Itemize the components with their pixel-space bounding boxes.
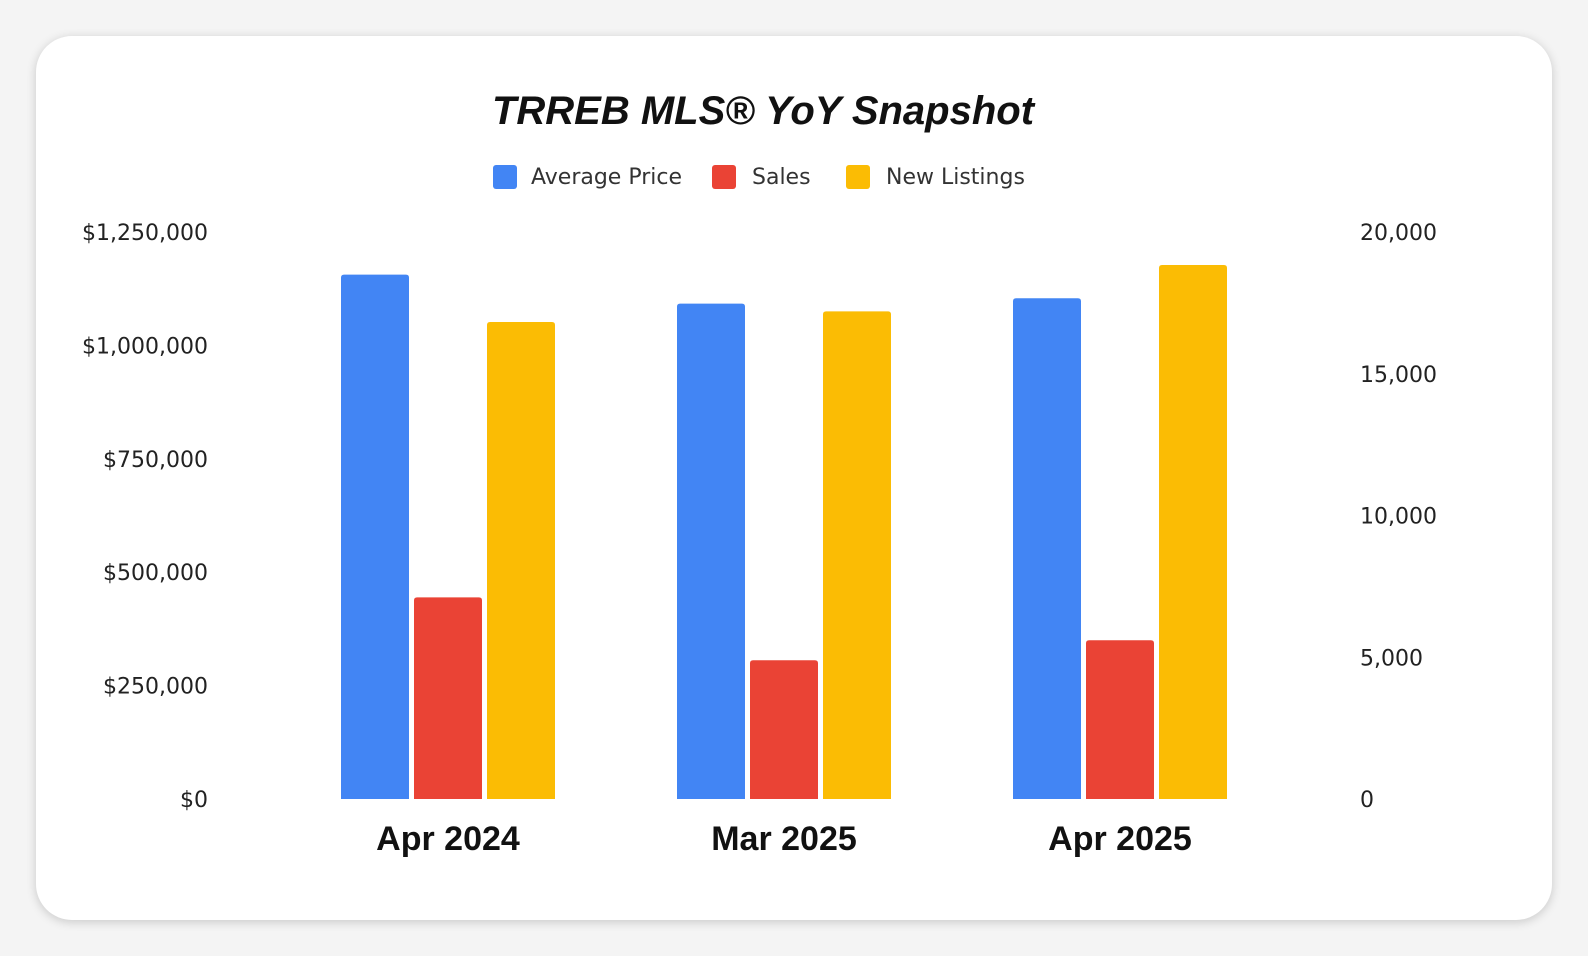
- bar-sales-mar-2025: [750, 660, 818, 799]
- legend-swatch-average-price: [493, 165, 517, 189]
- bar-sales-apr-2024: [414, 597, 482, 799]
- legend-swatch-sales: [712, 165, 736, 189]
- left-axis: $0 $250,000 $500,000 $750,000 $1,000,000 $1,2…: [82, 221, 208, 813]
- right-tick-label: 5,000: [1360, 646, 1423, 671]
- bar-average-price-apr-2024: [341, 274, 409, 799]
- category-label: Apr 2024: [376, 820, 520, 858]
- legend-swatch-new-listings: [846, 165, 870, 189]
- left-tick-label: $1,250,000: [82, 221, 208, 246]
- right-tick-label: 15,000: [1360, 363, 1437, 388]
- left-tick-label: $250,000: [103, 675, 208, 700]
- right-tick-label: 20,000: [1360, 221, 1437, 246]
- right-tick-label: 10,000: [1360, 505, 1437, 530]
- category-label: Apr 2025: [1048, 820, 1192, 858]
- chart-title: TRREB MLS® YoY Snapshot: [492, 89, 1036, 133]
- chart-card: TRREB MLS® YoY Snapshot Average Price Sa…: [36, 36, 1552, 920]
- chart-svg: TRREB MLS® YoY Snapshot Average Price Sa…: [82, 89, 1437, 858]
- left-tick-label: $1,000,000: [82, 334, 208, 359]
- legend-label-sales: Sales: [752, 165, 811, 190]
- legend-label-average-price: Average Price: [531, 165, 682, 190]
- bar-new-listings-apr-2024: [487, 321, 555, 799]
- legend: Average Price Sales New Listings: [493, 165, 1025, 190]
- category-label: Mar 2025: [711, 820, 857, 858]
- right-tick-label: 0: [1360, 788, 1374, 813]
- left-tick-label: $750,000: [103, 448, 208, 473]
- bar-average-price-mar-2025: [677, 303, 745, 799]
- bars: [341, 264, 1227, 799]
- bar-new-listings-apr-2025: [1159, 264, 1227, 799]
- legend-label-new-listings: New Listings: [886, 165, 1025, 190]
- bar-sales-apr-2025: [1086, 640, 1154, 799]
- bar-average-price-apr-2025: [1013, 298, 1081, 799]
- bar-new-listings-mar-2025: [823, 311, 891, 799]
- category-axis: Apr 2024 Mar 2025 Apr 2025: [376, 820, 1192, 858]
- right-axis: 0 5,000 10,000 15,000 20,000: [1360, 221, 1437, 813]
- left-tick-label: $0: [180, 788, 208, 813]
- left-tick-label: $500,000: [103, 561, 208, 586]
